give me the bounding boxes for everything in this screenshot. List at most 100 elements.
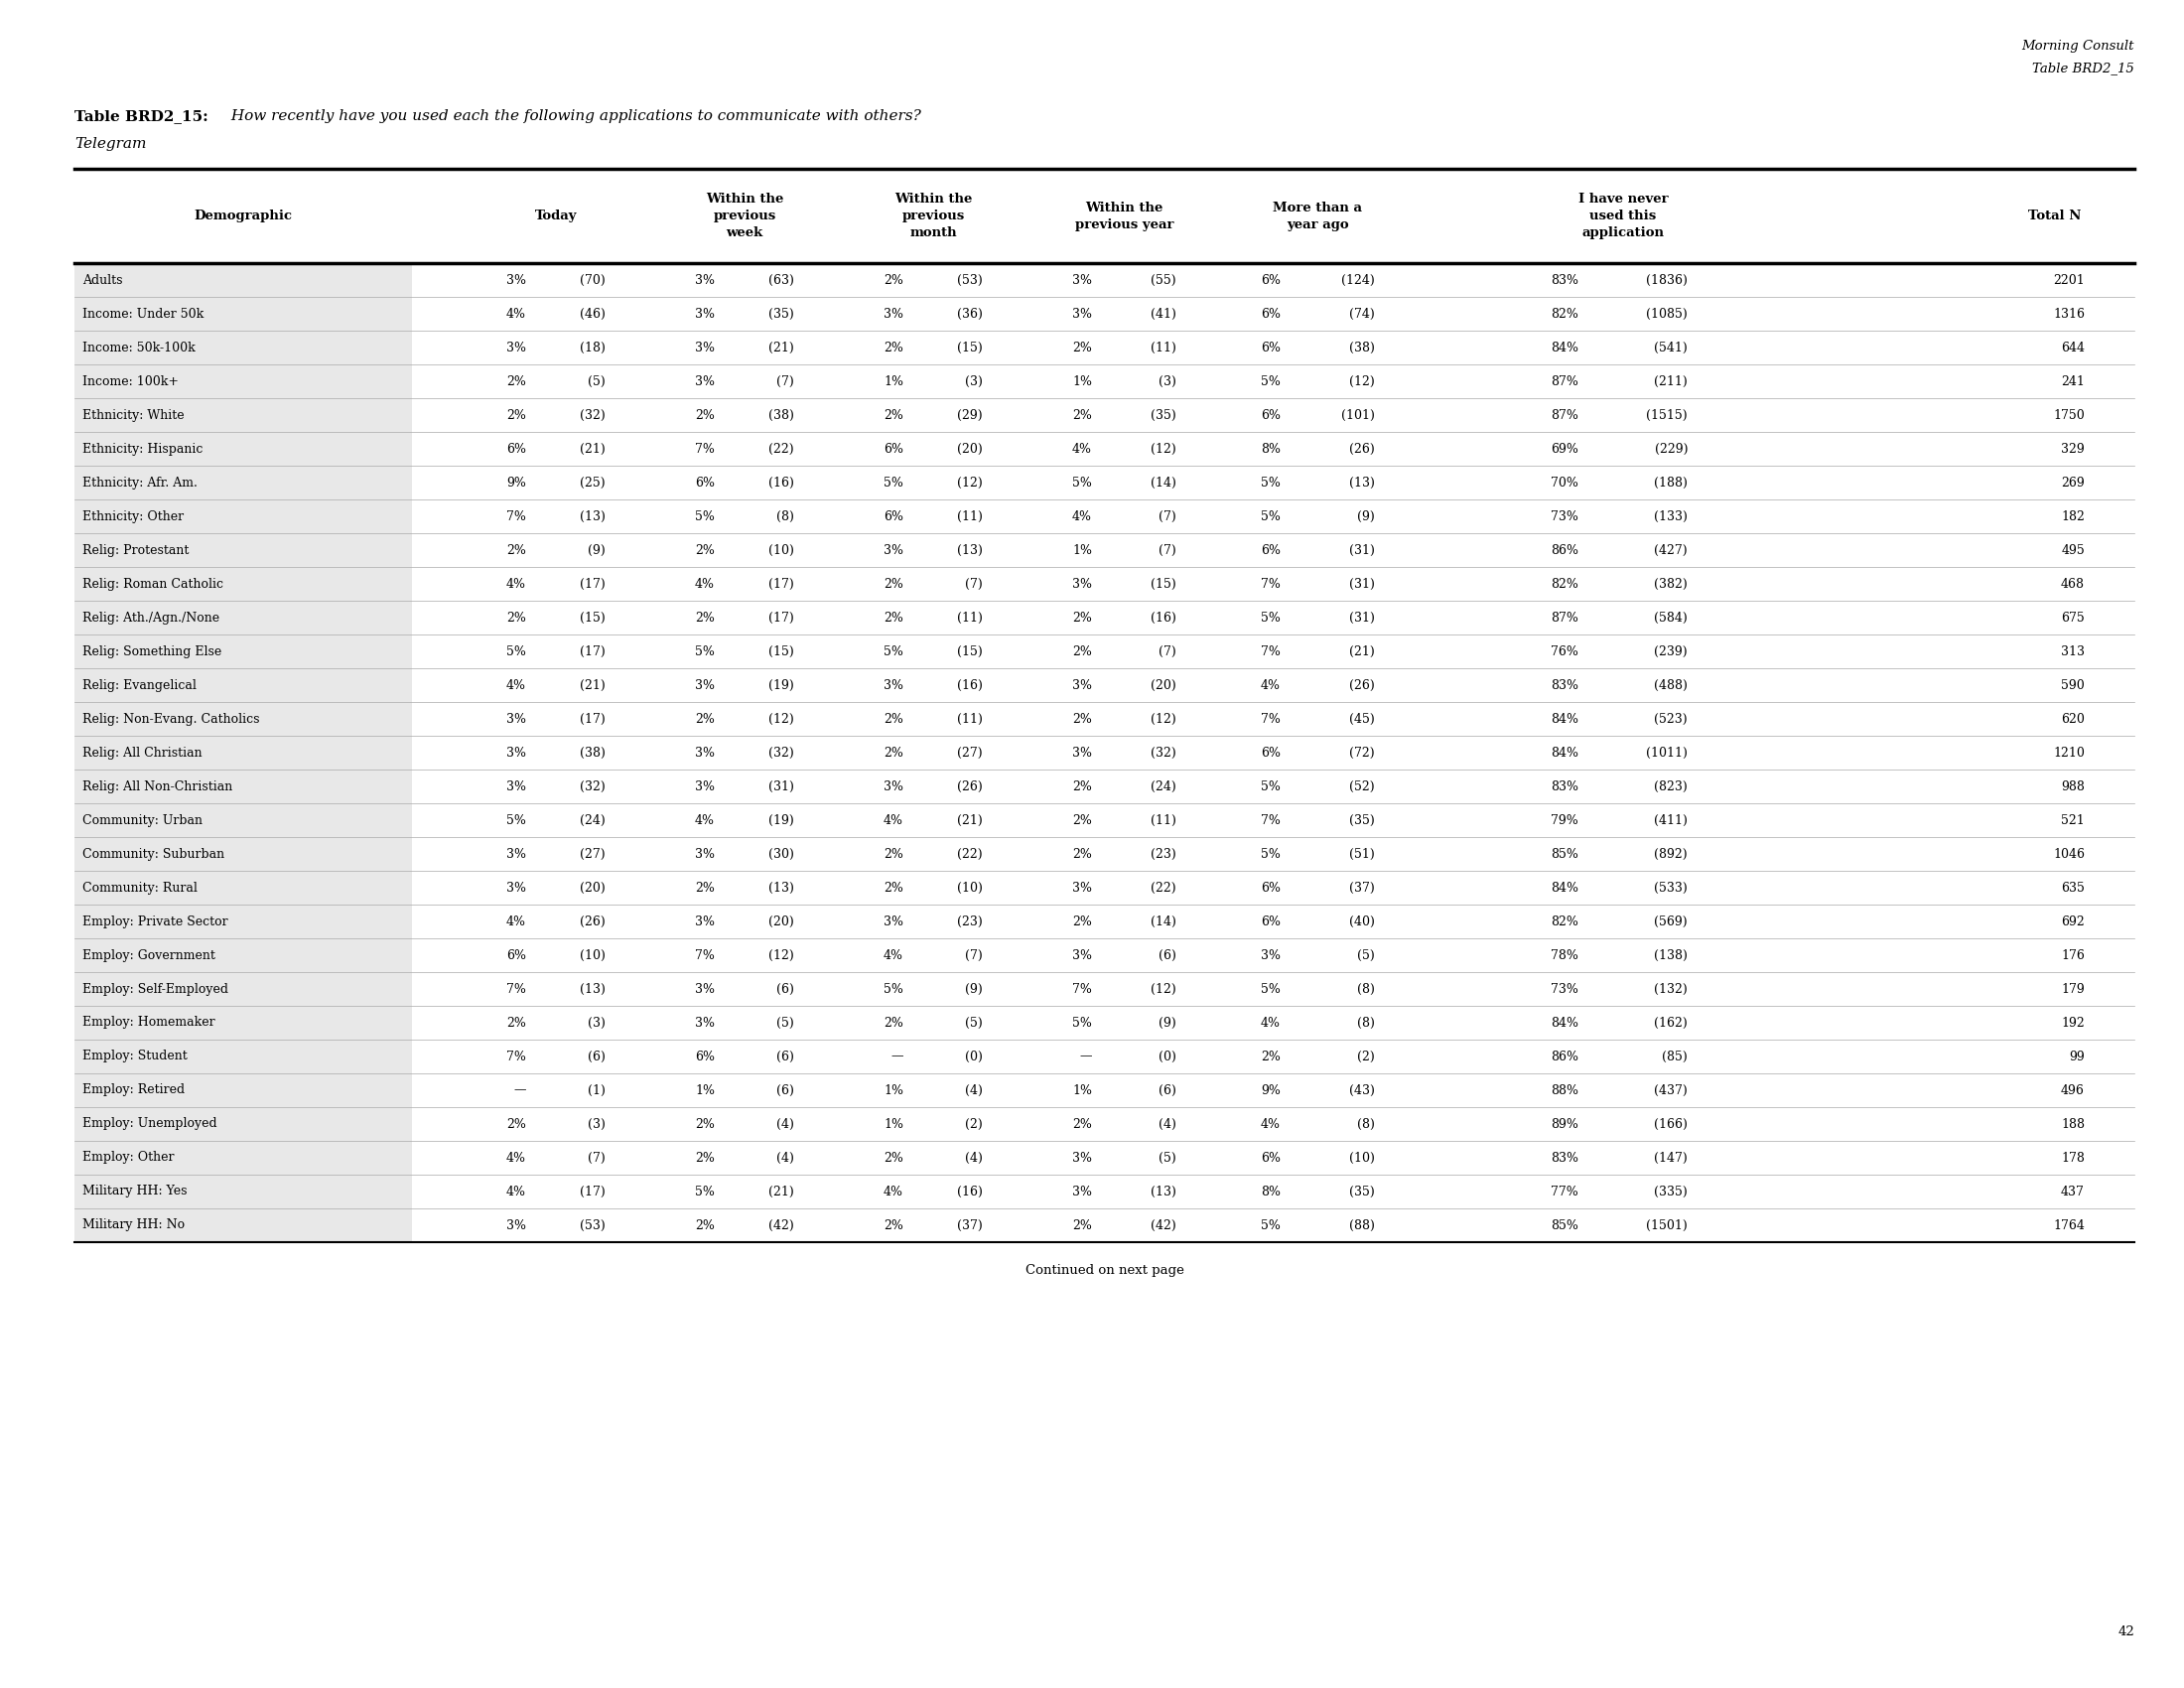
Text: 6%: 6% (1260, 1151, 1280, 1165)
Text: Continued on next page: Continued on next page (1024, 1264, 1184, 1276)
Text: 2%: 2% (885, 1219, 904, 1232)
Text: 3%: 3% (1072, 881, 1092, 895)
Text: (13): (13) (1350, 476, 1376, 490)
Text: 437: 437 (2062, 1185, 2086, 1198)
Text: 2%: 2% (885, 611, 904, 625)
Text: 182: 182 (2062, 510, 2086, 523)
Text: (5): (5) (965, 1016, 983, 1030)
Text: I have never
used this
application: I have never used this application (1579, 192, 1669, 240)
Bar (74, 972, 413, 1006)
Text: 188: 188 (2062, 1117, 2086, 1131)
Text: 2%: 2% (1072, 341, 1092, 354)
Text: Ethnicity: Hispanic: Ethnicity: Hispanic (83, 442, 203, 456)
Text: 70%: 70% (1551, 476, 1579, 490)
Text: 2%: 2% (507, 544, 526, 557)
Text: (6): (6) (587, 1050, 605, 1063)
Text: 82%: 82% (1551, 915, 1579, 928)
Text: 2%: 2% (695, 408, 714, 422)
Text: (8): (8) (1356, 1117, 1376, 1131)
Text: 2%: 2% (1260, 1050, 1280, 1063)
Text: 7%: 7% (695, 442, 714, 456)
Text: 7%: 7% (695, 949, 714, 962)
Text: (12): (12) (769, 949, 795, 962)
Text: (21): (21) (957, 814, 983, 827)
Text: Within the
previous
month: Within the previous month (893, 192, 972, 240)
Text: 4%: 4% (1260, 679, 1280, 692)
Text: (488): (488) (1653, 679, 1688, 692)
Text: Community: Urban: Community: Urban (83, 814, 203, 827)
Text: 3%: 3% (1072, 577, 1092, 591)
Text: 4%: 4% (507, 307, 526, 321)
Text: (335): (335) (1653, 1185, 1688, 1198)
Text: 2%: 2% (695, 1151, 714, 1165)
Bar (74, 939, 413, 972)
Text: (584): (584) (1653, 611, 1688, 625)
Text: 7%: 7% (1260, 814, 1280, 827)
Text: 5%: 5% (507, 645, 526, 658)
Bar (74, 668, 413, 702)
Text: (37): (37) (1350, 881, 1376, 895)
Text: (25): (25) (581, 476, 605, 490)
Text: 3%: 3% (695, 847, 714, 861)
Text: (16): (16) (769, 476, 795, 490)
Text: 83%: 83% (1551, 1151, 1579, 1165)
Text: (7): (7) (965, 577, 983, 591)
Text: 2%: 2% (885, 341, 904, 354)
Text: 8%: 8% (1260, 442, 1280, 456)
Text: 8%: 8% (1260, 1185, 1280, 1198)
Text: 3%: 3% (1072, 1185, 1092, 1198)
Text: (9): (9) (965, 982, 983, 996)
Text: 69%: 69% (1551, 442, 1579, 456)
Text: 86%: 86% (1551, 544, 1579, 557)
Text: (7): (7) (965, 949, 983, 962)
Bar (74, 533, 413, 567)
Text: 5%: 5% (1260, 780, 1280, 793)
Text: 9%: 9% (507, 476, 526, 490)
Bar (74, 1141, 413, 1175)
Text: (4): (4) (778, 1151, 795, 1165)
Text: 3%: 3% (507, 746, 526, 760)
Text: (26): (26) (581, 915, 605, 928)
Text: 1046: 1046 (2053, 847, 2086, 861)
Text: 2%: 2% (885, 273, 904, 287)
Text: (23): (23) (957, 915, 983, 928)
Text: (5): (5) (778, 1016, 795, 1030)
Text: (3): (3) (965, 375, 983, 388)
Text: 7%: 7% (507, 1050, 526, 1063)
Text: (1011): (1011) (1647, 746, 1688, 760)
Bar (74, 837, 413, 871)
Text: (138): (138) (1653, 949, 1688, 962)
Text: 2201: 2201 (2053, 273, 2086, 287)
Text: 82%: 82% (1551, 307, 1579, 321)
Text: 3%: 3% (695, 780, 714, 793)
Text: 6%: 6% (885, 442, 904, 456)
Text: 2%: 2% (507, 408, 526, 422)
Text: (38): (38) (769, 408, 795, 422)
Text: 329: 329 (2062, 442, 2086, 456)
Text: 6%: 6% (695, 1050, 714, 1063)
Text: 3%: 3% (507, 341, 526, 354)
Text: 4%: 4% (695, 577, 714, 591)
Text: 2%: 2% (695, 881, 714, 895)
Text: 3%: 3% (1072, 307, 1092, 321)
Text: 6%: 6% (1260, 915, 1280, 928)
Text: 3%: 3% (1072, 949, 1092, 962)
Text: 87%: 87% (1551, 408, 1579, 422)
Bar (74, 905, 413, 939)
Text: Ethnicity: Afr. Am.: Ethnicity: Afr. Am. (83, 476, 197, 490)
Text: 2%: 2% (885, 577, 904, 591)
Text: 3%: 3% (507, 1219, 526, 1232)
Text: (6): (6) (778, 1084, 795, 1097)
Text: 5%: 5% (1072, 1016, 1092, 1030)
Text: (27): (27) (581, 847, 605, 861)
Text: 7%: 7% (1260, 645, 1280, 658)
Text: (569): (569) (1653, 915, 1688, 928)
Text: (16): (16) (1151, 611, 1177, 625)
Text: (5): (5) (1160, 1151, 1177, 1165)
Text: (27): (27) (957, 746, 983, 760)
Text: (9): (9) (1160, 1016, 1177, 1030)
Text: (26): (26) (1350, 442, 1376, 456)
Text: (11): (11) (957, 611, 983, 625)
Text: (36): (36) (957, 307, 983, 321)
Text: 468: 468 (2062, 577, 2086, 591)
